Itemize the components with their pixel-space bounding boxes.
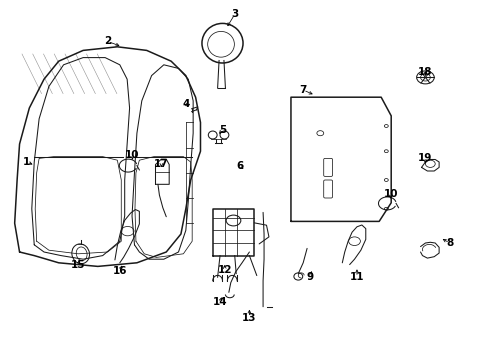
Text: 14: 14 — [212, 297, 227, 307]
Text: 13: 13 — [242, 312, 256, 323]
Text: 19: 19 — [417, 153, 432, 163]
Text: 10: 10 — [383, 189, 398, 199]
Text: 6: 6 — [236, 161, 243, 171]
Text: 2: 2 — [104, 36, 111, 46]
Text: 11: 11 — [349, 272, 364, 282]
Text: 4: 4 — [182, 99, 189, 109]
Text: 12: 12 — [217, 265, 232, 275]
Text: 9: 9 — [306, 272, 313, 282]
Text: 5: 5 — [219, 125, 225, 135]
Text: 8: 8 — [446, 238, 452, 248]
Text: 3: 3 — [231, 9, 238, 19]
Text: 17: 17 — [154, 159, 168, 169]
Text: 18: 18 — [417, 67, 432, 77]
Text: 16: 16 — [112, 266, 127, 276]
Text: 15: 15 — [71, 260, 85, 270]
Text: 10: 10 — [124, 150, 139, 160]
Text: 7: 7 — [299, 85, 306, 95]
Text: 1: 1 — [23, 157, 30, 167]
